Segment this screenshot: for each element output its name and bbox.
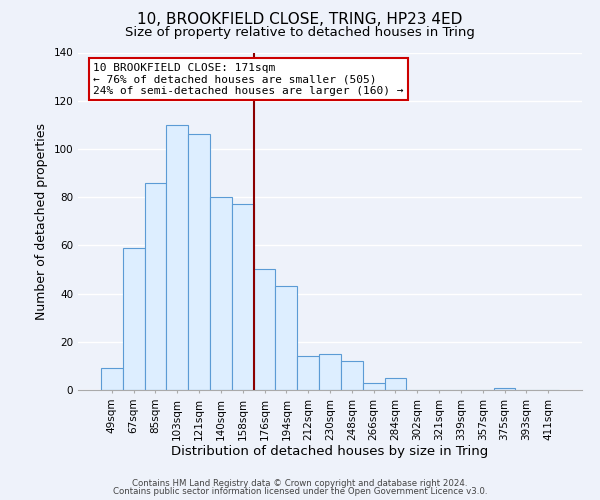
Text: 10, BROOKFIELD CLOSE, TRING, HP23 4ED: 10, BROOKFIELD CLOSE, TRING, HP23 4ED [137, 12, 463, 28]
Text: Contains HM Land Registry data © Crown copyright and database right 2024.: Contains HM Land Registry data © Crown c… [132, 478, 468, 488]
X-axis label: Distribution of detached houses by size in Tring: Distribution of detached houses by size … [172, 446, 488, 458]
Bar [275, 286, 297, 390]
Bar [166, 125, 188, 390]
Bar [101, 368, 123, 390]
Bar [232, 204, 254, 390]
Text: Size of property relative to detached houses in Tring: Size of property relative to detached ho… [125, 26, 475, 39]
Bar [341, 361, 363, 390]
Bar [123, 248, 145, 390]
Bar [319, 354, 341, 390]
Y-axis label: Number of detached properties: Number of detached properties [35, 122, 48, 320]
Bar [385, 378, 406, 390]
Bar [254, 270, 275, 390]
Bar [145, 182, 166, 390]
Bar [297, 356, 319, 390]
Text: 10 BROOKFIELD CLOSE: 171sqm
← 76% of detached houses are smaller (505)
24% of se: 10 BROOKFIELD CLOSE: 171sqm ← 76% of det… [93, 62, 404, 96]
Bar [210, 197, 232, 390]
Bar [494, 388, 515, 390]
Bar [188, 134, 210, 390]
Text: Contains public sector information licensed under the Open Government Licence v3: Contains public sector information licen… [113, 487, 487, 496]
Bar [363, 383, 385, 390]
